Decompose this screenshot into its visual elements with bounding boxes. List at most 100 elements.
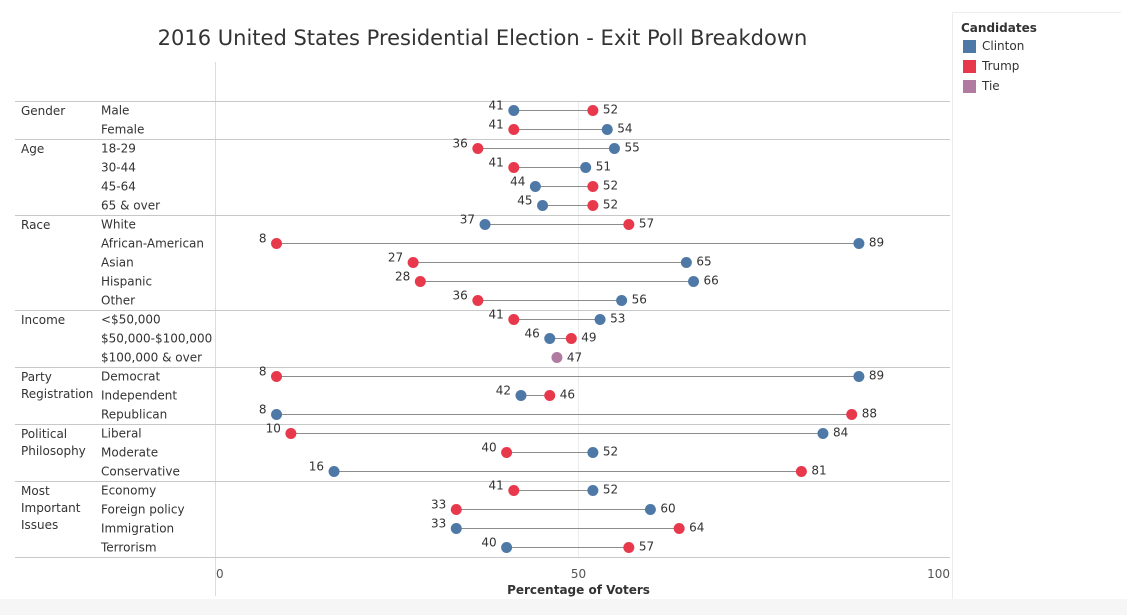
dot-clinton <box>580 162 592 173</box>
value-label-clinton: 46 <box>524 327 539 341</box>
value-label-clinton: 56 <box>632 293 647 307</box>
footer-strip <box>0 599 1127 615</box>
value-label-trump: 36 <box>453 289 468 303</box>
value-label-trump: 57 <box>639 540 654 554</box>
value-label-clinton: 52 <box>603 483 618 497</box>
value-label-clinton: 44 <box>510 175 525 189</box>
legend-swatch-tie <box>963 79 976 93</box>
value-label-trump: 41 <box>489 156 504 170</box>
group-label: Gender <box>21 104 65 118</box>
value-label-clinton: 40 <box>481 536 496 550</box>
value-label-clinton: 42 <box>496 384 511 398</box>
dot-trump <box>285 428 297 439</box>
group-label: Age <box>21 142 44 156</box>
legend-swatch-trump <box>963 59 976 73</box>
value-label-clinton: 84 <box>833 426 848 440</box>
value-label-clinton: 41 <box>489 99 504 113</box>
value-label-trump: 27 <box>388 251 403 265</box>
dot-trump <box>414 276 426 287</box>
value-label-clinton: 60 <box>660 502 675 516</box>
value-label-trump: 8 <box>259 232 267 246</box>
row-label: Terrorism <box>100 541 157 555</box>
value-label-trump: 81 <box>811 464 826 478</box>
dot-clinton <box>644 504 656 515</box>
dot-trump <box>508 485 520 496</box>
dot-clinton <box>680 257 692 268</box>
dot-clinton <box>501 542 513 553</box>
group-label: Philosophy <box>21 444 86 458</box>
value-label-trump: 52 <box>603 198 618 212</box>
dot-trump <box>271 238 283 249</box>
row-label: Other <box>101 294 135 308</box>
dot-trump <box>472 143 484 154</box>
dot-clinton <box>529 181 541 192</box>
dot-trump <box>846 409 858 420</box>
legend-swatch-clinton <box>963 39 976 53</box>
row-label: $50,000-$100,000 <box>101 332 212 346</box>
row-label: Female <box>101 123 144 137</box>
legend-label-tie: Tie <box>982 79 1000 93</box>
row-label: Economy <box>101 484 156 498</box>
group-label: Race <box>21 218 50 232</box>
group-label: Issues <box>21 518 58 532</box>
value-label-clinton: 65 <box>696 255 711 269</box>
dot-trump <box>472 295 484 306</box>
row-label: Asian <box>101 256 134 270</box>
value-label-clinton: 54 <box>617 122 632 136</box>
value-label-trump: 8 <box>259 365 267 379</box>
dot-trump <box>450 504 462 515</box>
row-label: Democrat <box>101 370 161 384</box>
legend-item-trump[interactable]: Trump <box>963 59 1019 73</box>
value-label-trump: 41 <box>489 479 504 493</box>
legend-item-tie[interactable]: Tie <box>963 79 1000 93</box>
value-label-clinton: 16 <box>309 460 324 474</box>
dot-trump <box>587 181 599 192</box>
legend-label-trump: Trump <box>982 59 1020 73</box>
dot-trump <box>623 542 635 553</box>
dot-clinton <box>817 428 829 439</box>
legend-panel: Candidates Clinton Trump Tie <box>952 12 1121 604</box>
value-label-clinton: 8 <box>259 403 267 417</box>
dot-trump <box>587 105 599 116</box>
row-label: 18-29 <box>101 142 136 156</box>
dot-clinton <box>515 390 527 401</box>
dot-clinton <box>853 238 865 249</box>
x-tick-label-0: 0 <box>216 567 224 581</box>
group-label: Important <box>21 501 81 515</box>
dot-clinton <box>450 523 462 534</box>
row-label: Republican <box>101 408 167 422</box>
row-label: White <box>101 218 136 232</box>
value-label-trump: 33 <box>431 498 446 512</box>
group-label: Most <box>21 484 50 498</box>
value-label-trump: 46 <box>560 388 575 402</box>
value-label-trump: 28 <box>395 270 410 284</box>
row-label: Independent <box>101 389 177 403</box>
row-label: Moderate <box>101 446 158 460</box>
value-label-trump: 10 <box>266 422 281 436</box>
legend-item-clinton[interactable]: Clinton <box>963 39 1024 53</box>
dot-clinton <box>587 485 599 496</box>
dot-trump <box>407 257 419 268</box>
group-label: Registration <box>21 387 93 401</box>
value-label-clinton: 37 <box>460 213 475 227</box>
row-label: Hispanic <box>101 275 152 289</box>
row-label: Male <box>101 104 129 118</box>
value-label-trump: 36 <box>453 137 468 151</box>
value-label-trump: 41 <box>489 308 504 322</box>
value-label-trump: 52 <box>603 179 618 193</box>
dot-clinton <box>616 295 628 306</box>
value-label-clinton: 89 <box>869 369 884 383</box>
group-label: Political <box>21 427 67 441</box>
row-label: <$50,000 <box>101 313 161 327</box>
x-tick-label-100: 100 <box>927 567 950 581</box>
value-label-trump: 40 <box>481 441 496 455</box>
dot-trump <box>623 219 635 230</box>
value-label-clinton: 55 <box>624 141 639 155</box>
value-label-clinton: 51 <box>596 160 611 174</box>
dot-trump <box>271 371 283 382</box>
value-label-clinton: 53 <box>610 312 625 326</box>
chart-title: 2016 United States Presidential Election… <box>157 26 808 50</box>
dot-trump <box>795 466 807 477</box>
x-tick-label-50: 50 <box>571 567 586 581</box>
